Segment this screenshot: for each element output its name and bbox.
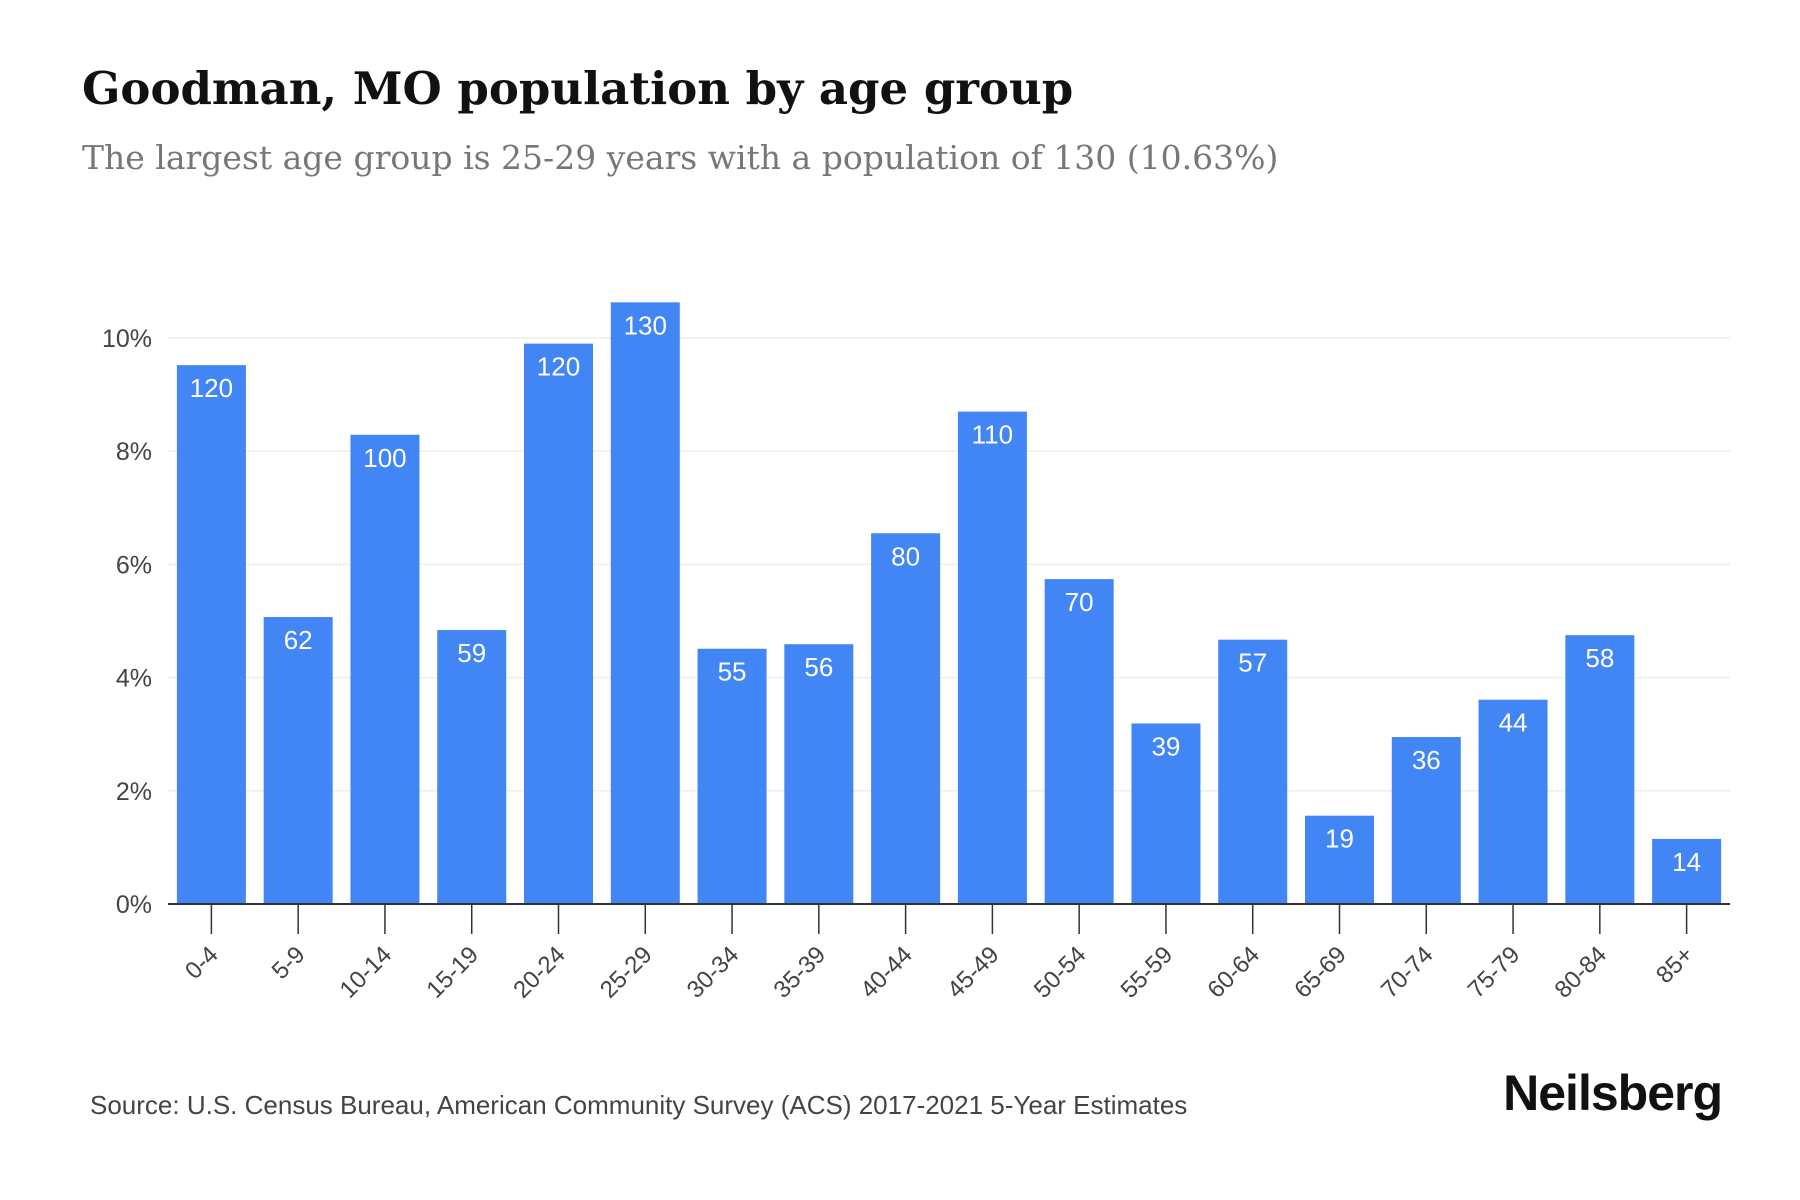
y-tick-label: 8% xyxy=(116,438,152,466)
bar xyxy=(1391,737,1461,904)
bar xyxy=(350,434,420,904)
x-tick-label: 65-69 xyxy=(1289,941,1352,1004)
bar xyxy=(1305,815,1374,904)
y-tick-label: 4% xyxy=(116,665,152,693)
bar-value-label: 70 xyxy=(1065,587,1094,617)
bar xyxy=(1478,699,1548,904)
x-tick-label: 35-39 xyxy=(769,941,832,1004)
bar-value-label: 14 xyxy=(1672,847,1701,877)
x-tick-label: 85+ xyxy=(1651,941,1699,989)
brand-logo: Neilsberg xyxy=(1503,1065,1723,1121)
x-tick-label: 30-34 xyxy=(682,941,745,1004)
bar-value-label: 39 xyxy=(1151,731,1180,761)
x-tick-label: 15-19 xyxy=(421,941,484,1004)
bar xyxy=(176,365,246,905)
bar xyxy=(957,411,1027,904)
x-tick-label: 45-49 xyxy=(942,941,1005,1004)
bar-value-label: 62 xyxy=(284,625,313,655)
x-tick-label: 20-24 xyxy=(508,941,571,1004)
x-tick-label: 55-59 xyxy=(1116,941,1179,1004)
bar-value-label: 44 xyxy=(1499,708,1528,738)
bar-value-label: 19 xyxy=(1325,824,1354,854)
bar xyxy=(1044,579,1114,904)
bar xyxy=(1652,838,1722,904)
x-tick-label: 10-14 xyxy=(335,941,398,1004)
source-note: Source: U.S. Census Bureau, American Com… xyxy=(90,1090,1188,1120)
x-tick-label: 25-29 xyxy=(595,941,658,1004)
y-tick-label: 0% xyxy=(116,891,152,919)
x-tick-label: 60-64 xyxy=(1202,941,1265,1004)
bar xyxy=(524,343,593,904)
y-tick-label: 2% xyxy=(116,778,152,806)
x-tick-label: 0-4 xyxy=(180,941,224,985)
bar xyxy=(1131,723,1201,904)
x-tick-label: 80-84 xyxy=(1550,941,1613,1004)
bar xyxy=(610,302,680,904)
bar-value-label: 110 xyxy=(972,420,1013,450)
bar-value-label: 57 xyxy=(1238,648,1267,678)
bar-value-label: 58 xyxy=(1585,643,1614,673)
bar-value-label: 100 xyxy=(363,443,406,473)
bar-value-label: 55 xyxy=(718,657,747,687)
bar xyxy=(697,648,767,904)
bar xyxy=(1218,639,1288,904)
bar-value-label: 120 xyxy=(190,373,233,403)
x-tick-label: 50-54 xyxy=(1029,941,1092,1004)
bar xyxy=(1565,635,1635,904)
chart-title: Goodman, MO population by age group xyxy=(82,62,1074,115)
bar-value-label: 56 xyxy=(804,652,833,682)
bar-value-label: 59 xyxy=(457,638,486,668)
bar-value-label: 130 xyxy=(624,310,667,340)
x-tick-label: 5-9 xyxy=(267,941,311,985)
y-tick-label: 10% xyxy=(102,325,152,353)
bar xyxy=(437,630,507,904)
bar xyxy=(871,533,941,904)
bar xyxy=(263,617,333,904)
x-tick-label: 70-74 xyxy=(1376,941,1439,1004)
x-tick-label: 75-79 xyxy=(1463,941,1526,1004)
chart-subtitle: The largest age group is 25-29 years wit… xyxy=(82,138,1279,177)
y-tick-label: 6% xyxy=(116,551,152,579)
x-tick-label: 40-44 xyxy=(855,941,918,1004)
bar-value-label: 80 xyxy=(891,541,920,571)
bar-value-label: 120 xyxy=(537,352,580,382)
bar xyxy=(784,644,854,904)
bar-chart: 0% 2% 4% 6% 8% 10% 120 0-4 62 5-9 100 10-14 59 15-19 1… xyxy=(102,302,1730,1004)
bar-value-label: 36 xyxy=(1412,745,1441,775)
